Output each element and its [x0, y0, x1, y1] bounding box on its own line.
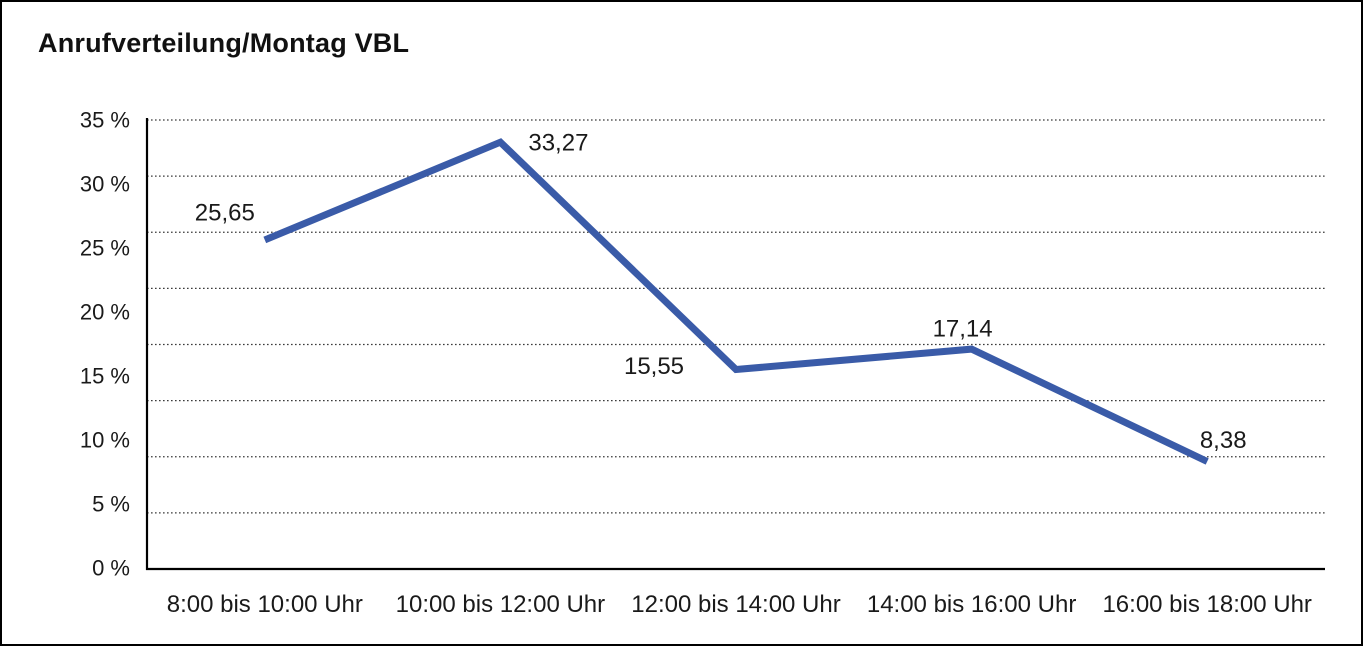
y-axis-tick-label: 15 %	[80, 364, 130, 389]
y-axis-tick-label: 0 %	[92, 556, 130, 581]
data-point-label: 25,65	[195, 199, 255, 226]
y-axis-tick-label: 5 %	[92, 492, 130, 517]
series-line	[263, 138, 1209, 465]
chart-title: Anrufverteilung/Montag VBL	[38, 28, 410, 58]
x-axis-category-label: 16:00 bis 18:00 Uhr	[1102, 591, 1311, 618]
y-axis-tick-label: 20 %	[80, 300, 130, 325]
y-axis-tick-label: 30 %	[80, 172, 130, 197]
data-point-label: 33,27	[528, 130, 588, 157]
data-point-label: 8,38	[1200, 427, 1247, 454]
x-axis-category-label: 12:00 bis 14:00 Uhr	[631, 591, 840, 618]
data-point-label: 15,55	[624, 353, 684, 380]
x-axis-category-label: 8:00 bis 10:00 Uhr	[167, 591, 363, 618]
x-axis-category-label: 10:00 bis 12:00 Uhr	[396, 591, 605, 618]
data-point-label: 17,14	[933, 316, 993, 343]
y-axis-tick-label: 10 %	[80, 428, 130, 453]
y-axis-tick-label: 35 %	[80, 108, 130, 133]
y-axis-tick-label: 25 %	[80, 236, 130, 261]
x-axis-category-label: 14:00 bis 16:00 Uhr	[867, 591, 1076, 618]
